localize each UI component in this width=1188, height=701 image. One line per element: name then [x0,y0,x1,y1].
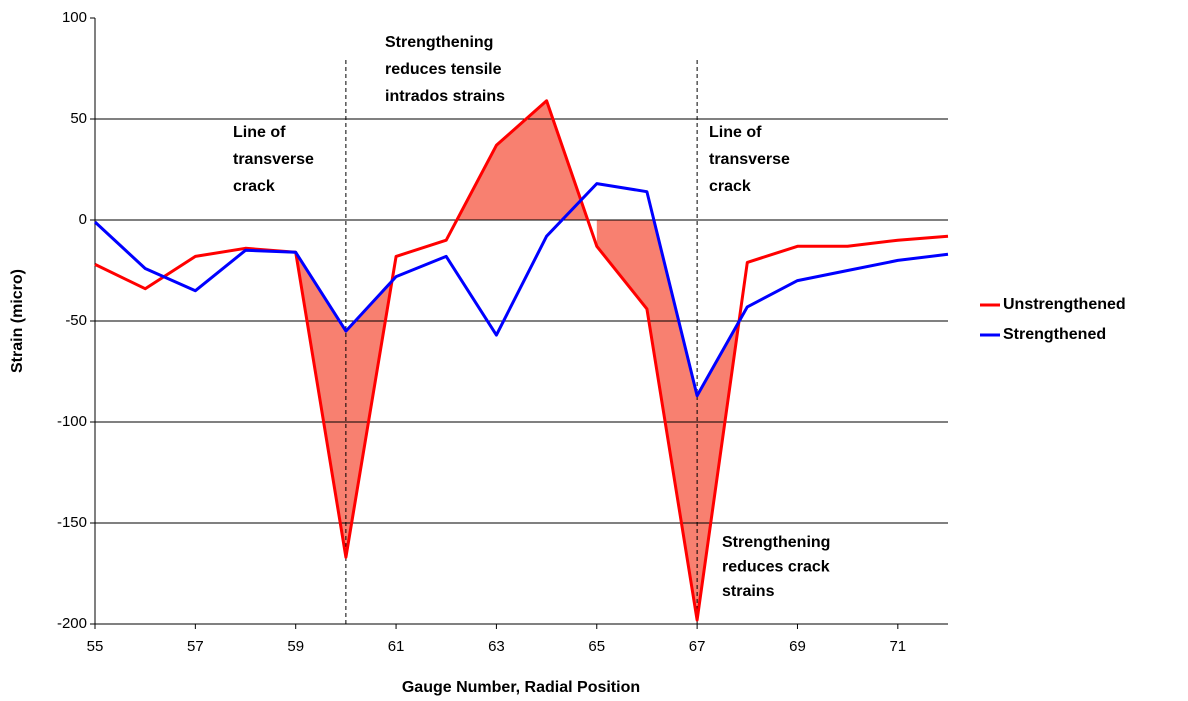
annotation: reduces tensile [385,61,502,78]
annotation: Line of [233,124,286,141]
annotation: Strengthening [385,34,493,51]
x-tick-label: 67 [689,638,706,655]
x-tick-label: 59 [287,638,304,655]
x-tick-label: 57 [187,638,204,655]
y-tick-label: 100 [62,9,87,26]
annotation: crack [233,178,275,195]
annotation: intrados strains [385,88,505,105]
y-tick-label: -100 [57,413,87,430]
x-axis-label: Gauge Number, Radial Position [402,679,640,696]
annotation: reduces crack [722,559,830,576]
series-line [93,182,949,398]
y-tick-label: -50 [65,312,87,329]
legend-label: Strengthened [1003,326,1106,343]
annotation: crack [709,178,751,195]
annotation: transverse [709,151,790,168]
annotation: Strengthening [722,534,830,551]
y-tick-label: -150 [57,514,87,531]
y-tick-label: -200 [57,615,87,632]
annotation: Line of [709,124,762,141]
y-axis-label: Strain (micro) [9,269,26,373]
x-tick-label: 71 [889,638,906,655]
x-tick-label: 65 [588,638,605,655]
x-tick-label: 61 [388,638,405,655]
difference-area [446,100,597,220]
x-tick-label: 55 [87,638,104,655]
y-tick-label: 0 [79,211,87,228]
x-tick-label: 63 [488,638,505,655]
y-tick-label: 50 [70,110,87,127]
x-tick-label: 69 [789,638,806,655]
annotation: strains [722,583,775,600]
legend-label: Unstrengthened [1003,296,1126,313]
annotation: transverse [233,151,314,168]
series-line [94,99,949,622]
